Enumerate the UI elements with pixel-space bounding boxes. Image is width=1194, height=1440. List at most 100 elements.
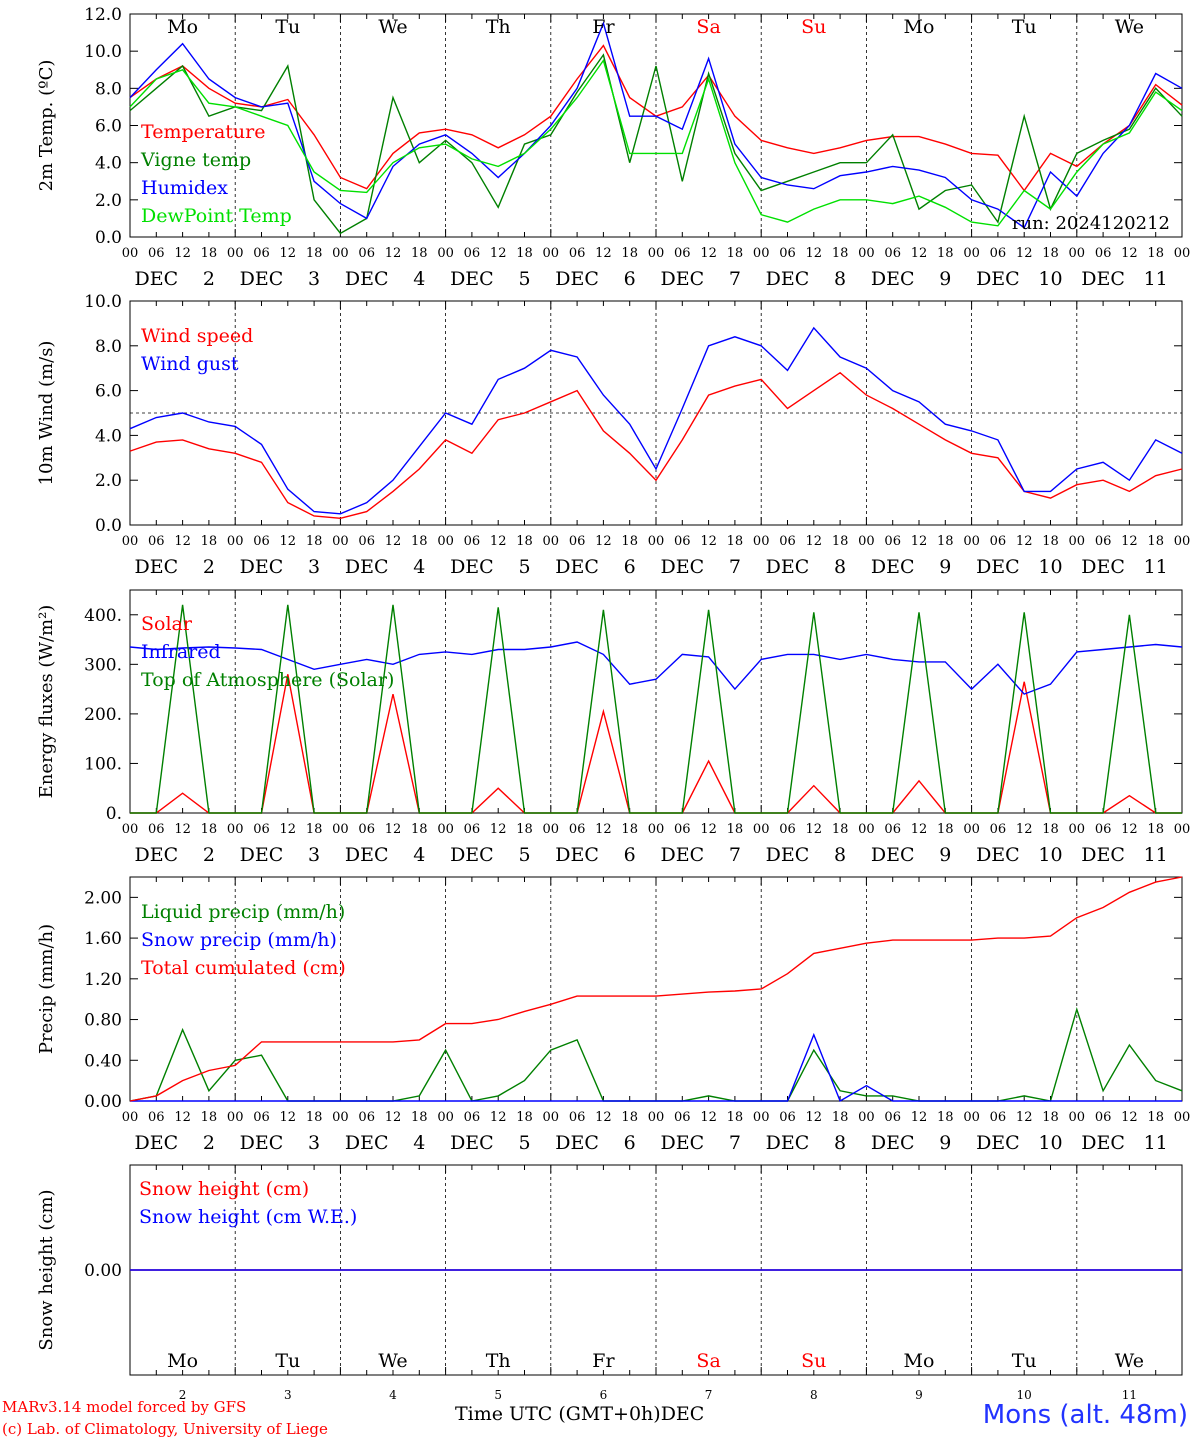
hour-label: 12	[1016, 534, 1033, 549]
date-month-label: DEC	[134, 268, 178, 290]
date-month-label: DEC	[134, 1132, 178, 1154]
time-label-text: Time UTC (GMT+0h)	[455, 1403, 661, 1425]
hour-label: 18	[411, 534, 428, 549]
hour-label: 18	[516, 246, 533, 261]
date-day-label: 5	[518, 268, 530, 290]
panel-5	[129, 1164, 1183, 1376]
hour-label: 12	[280, 822, 297, 837]
hour-label: 12	[280, 246, 297, 261]
date-day-label: 8	[834, 556, 846, 578]
hour-label: 12	[595, 246, 612, 261]
date-day-label: 10	[1038, 268, 1062, 290]
hour-label: 06	[464, 246, 481, 261]
y-tick-label: 6.0	[95, 382, 122, 402]
y-axis-label: 10m Wind (m/s)	[36, 341, 57, 486]
date-month-label: DEC	[345, 1132, 389, 1154]
hour-label: 00	[543, 246, 560, 261]
legend-entry: Top of Atmosphere (Solar)	[141, 669, 394, 691]
hour-label: 00	[963, 246, 980, 261]
date-month-label: DEC	[871, 268, 915, 290]
date-day-label: 10	[1038, 1132, 1062, 1154]
date-day-label: 11	[1144, 268, 1168, 290]
hour-label: 00	[437, 1110, 454, 1125]
day-name: Sa	[696, 16, 720, 38]
hour-label: 00	[1174, 822, 1191, 837]
day-name: Fr	[592, 16, 615, 38]
hour-label: 00	[648, 534, 665, 549]
date-day-label: 3	[308, 268, 320, 290]
hour-label: 06	[358, 534, 375, 549]
date-day-label: 6	[624, 268, 636, 290]
date-day-label: 8	[834, 1132, 846, 1154]
y-tick-label: 4.0	[95, 154, 122, 174]
hour-label: 12	[174, 822, 191, 837]
bottom-day-number: 8	[810, 1388, 818, 1402]
hour-label: 18	[937, 822, 954, 837]
hour-label: 00	[648, 822, 665, 837]
hour-label: 12	[911, 1110, 928, 1125]
hour-label: 12	[806, 534, 823, 549]
hour-label: 12	[1121, 534, 1138, 549]
hour-label: 12	[595, 822, 612, 837]
hour-label: 06	[1095, 534, 1112, 549]
hour-label: 00	[1069, 534, 1086, 549]
hour-label: 00	[122, 246, 139, 261]
date-month-label: DEC	[240, 268, 284, 290]
hour-label: 12	[1121, 822, 1138, 837]
hour-label: 00	[227, 246, 244, 261]
hour-label: 06	[674, 822, 691, 837]
hour-label: 00	[332, 822, 349, 837]
hour-label: 06	[253, 534, 270, 549]
hour-label: 12	[595, 534, 612, 549]
hour-label: 12	[1121, 1110, 1138, 1125]
day-name: Th	[486, 1350, 511, 1372]
hour-label: 18	[832, 246, 849, 261]
y-tick-label: 400.	[84, 606, 122, 626]
date-day-label: 8	[834, 268, 846, 290]
hour-label: 00	[332, 246, 349, 261]
station-name: Mons (alt. 48m)	[982, 1400, 1188, 1430]
hour-label: 00	[122, 534, 139, 549]
hour-label: 18	[516, 1110, 533, 1125]
hour-label: 12	[595, 1110, 612, 1125]
date-month-label: DEC	[134, 556, 178, 578]
date-day-label: 4	[413, 1132, 425, 1154]
y-tick-label: 8.0	[95, 337, 122, 357]
hour-label: 06	[253, 822, 270, 837]
date-month-label: DEC	[555, 844, 599, 866]
time-axis-label: Time UTC (GMT+0h)DEC	[455, 1403, 704, 1425]
hour-label: 00	[858, 534, 875, 549]
hour-label: 06	[148, 246, 165, 261]
hour-label: 06	[464, 534, 481, 549]
series-line	[129, 58, 1183, 227]
y-tick-label: 0.80	[84, 1011, 122, 1031]
hour-label: 18	[937, 1110, 954, 1125]
date-month-label: DEC	[450, 268, 494, 290]
hour-label: 12	[280, 1110, 297, 1125]
bottom-day-number: 7	[705, 1388, 713, 1402]
hour-label: 12	[700, 1110, 717, 1125]
date-day-label: 2	[203, 844, 215, 866]
date-month-label: DEC	[555, 1132, 599, 1154]
bottom-day-number: 3	[284, 1388, 292, 1402]
date-month-label: DEC	[1081, 268, 1125, 290]
y-tick-label: 0.0	[95, 516, 122, 536]
hour-label: 18	[411, 822, 428, 837]
hour-label: 00	[437, 822, 454, 837]
hour-label: 18	[201, 534, 218, 549]
hour-label: 12	[385, 246, 402, 261]
y-tick-label: 2.00	[84, 888, 122, 908]
date-day-label: 10	[1038, 556, 1062, 578]
hour-label: 18	[201, 246, 218, 261]
date-month-label: DEC	[766, 556, 810, 578]
date-month-label: DEC	[766, 844, 810, 866]
hour-label: 06	[1095, 1110, 1112, 1125]
date-month-label: DEC	[134, 844, 178, 866]
hour-label: 18	[832, 534, 849, 549]
legend-entry: Vigne temp	[140, 149, 251, 171]
date-month-label: DEC	[345, 844, 389, 866]
date-month-label: DEC	[871, 556, 915, 578]
hour-label: 18	[1147, 1110, 1164, 1125]
hour-label: 00	[648, 1110, 665, 1125]
date-month-label: DEC	[976, 556, 1020, 578]
